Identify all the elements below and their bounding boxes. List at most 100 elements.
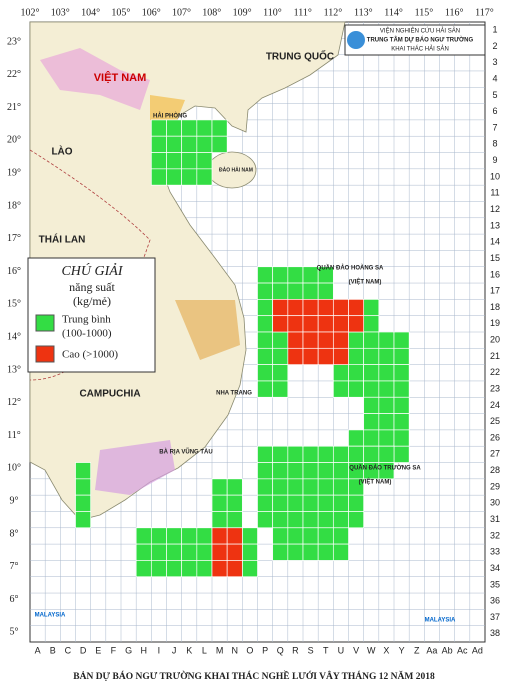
- latitude-label: 5°: [10, 627, 19, 638]
- row-label: 15: [490, 253, 500, 263]
- column-label: T: [323, 645, 329, 655]
- column-label: Q: [277, 645, 284, 655]
- row-label: 9: [492, 155, 497, 165]
- cell-medium: [317, 282, 334, 300]
- column-label: S: [308, 645, 314, 655]
- cell-medium: [257, 299, 274, 317]
- cell-medium: [226, 511, 243, 529]
- column-label: Aa: [426, 645, 437, 655]
- header-line: TRUNG TÂM DỰ BÁO NGƯ TRƯỜNG: [367, 36, 474, 44]
- cell-medium: [332, 462, 349, 480]
- cell-medium: [287, 462, 304, 480]
- cell-medium: [272, 527, 289, 545]
- place-name: QUẦN ĐẢO TRƯỜNG SA: [349, 464, 421, 472]
- cell-medium: [181, 527, 198, 545]
- column-label: Ad: [472, 645, 483, 655]
- cell-high: [317, 299, 334, 317]
- cell-medium: [363, 396, 380, 414]
- cell-medium: [196, 119, 213, 137]
- latitude-label: 6°: [10, 594, 19, 605]
- cell-medium: [150, 543, 167, 561]
- latitude-label: 15°: [7, 299, 21, 310]
- row-label: 20: [490, 335, 500, 345]
- column-label: H: [141, 645, 148, 655]
- row-label: 28: [490, 465, 500, 475]
- cell-medium: [150, 135, 167, 153]
- row-label: 7: [492, 122, 497, 132]
- cell-medium: [272, 347, 289, 365]
- legend-label: Trung bình: [62, 314, 111, 326]
- column-label: B: [50, 645, 56, 655]
- cell-medium: [166, 560, 183, 578]
- longitude-label: 114°: [384, 7, 403, 18]
- latitude-label: 7°: [10, 561, 19, 572]
- place-name: CAMPUCHIA: [79, 389, 140, 400]
- cell-high: [332, 331, 349, 349]
- cell-medium: [348, 331, 365, 349]
- place-name: VIỆT NAM: [94, 71, 147, 84]
- cell-medium: [257, 331, 274, 349]
- place-name: (VIỆT NAM): [359, 478, 392, 486]
- cell-medium: [211, 494, 228, 512]
- cell-medium: [332, 478, 349, 496]
- place-name: BÀ RỊA VŨNG TÀU: [159, 449, 212, 456]
- cell-medium: [257, 364, 274, 382]
- row-label: 14: [490, 237, 500, 247]
- cell-medium: [211, 511, 228, 529]
- row-label: 17: [490, 286, 500, 296]
- latitude-label: 13°: [7, 364, 21, 375]
- row-label: 34: [490, 563, 500, 573]
- cell-medium: [332, 511, 349, 529]
- cell-medium: [363, 413, 380, 431]
- cell-medium: [196, 560, 213, 578]
- row-label: 30: [490, 498, 500, 508]
- cell-medium: [150, 119, 167, 137]
- longitude-label: 115°: [415, 7, 434, 18]
- cell-medium: [378, 445, 395, 463]
- latitude-label: 23°: [7, 36, 21, 47]
- cell-medium: [272, 543, 289, 561]
- longitude-label: 108°: [202, 7, 221, 18]
- column-label: G: [125, 645, 132, 655]
- longitude-label: 107°: [172, 7, 191, 18]
- cell-medium: [378, 380, 395, 398]
- longitude-label: 110°: [263, 7, 282, 18]
- cell-medium: [317, 478, 334, 496]
- header-line: VIỆN NGHIÊN CỨU HẢI SẢN: [380, 27, 460, 35]
- cell-high: [211, 560, 228, 578]
- row-label: 16: [490, 269, 500, 279]
- longitude-label: 109°: [233, 7, 252, 18]
- cell-medium: [181, 560, 198, 578]
- place-name: THÁI LAN: [39, 233, 86, 246]
- row-label: 5: [492, 90, 497, 100]
- logo: [347, 31, 365, 49]
- cell-medium: [332, 543, 349, 561]
- forecast-cells: [75, 119, 410, 578]
- column-label: J: [172, 645, 177, 655]
- cell-high: [287, 299, 304, 317]
- cell-medium: [348, 511, 365, 529]
- latitude-label: 9°: [10, 495, 19, 506]
- cell-medium: [257, 478, 274, 496]
- cell-medium: [181, 168, 198, 186]
- longitude-label: 103°: [51, 7, 70, 18]
- cell-medium: [135, 560, 152, 578]
- latitude-label: 16°: [7, 266, 21, 277]
- cell-high: [226, 543, 243, 561]
- cell-medium: [363, 315, 380, 333]
- column-label: Ac: [457, 645, 468, 655]
- row-label: 12: [490, 204, 500, 214]
- row-label: 26: [490, 432, 500, 442]
- cell-medium: [150, 168, 167, 186]
- cell-medium: [75, 494, 92, 512]
- legend-range: (100-1000): [62, 328, 112, 340]
- cell-medium: [196, 168, 213, 186]
- cell-medium: [363, 347, 380, 365]
- cell-medium: [378, 364, 395, 382]
- cell-medium: [393, 429, 410, 447]
- cell-medium: [272, 462, 289, 480]
- cell-medium: [363, 380, 380, 398]
- cell-high: [302, 315, 319, 333]
- cell-medium: [257, 347, 274, 365]
- cell-medium: [272, 478, 289, 496]
